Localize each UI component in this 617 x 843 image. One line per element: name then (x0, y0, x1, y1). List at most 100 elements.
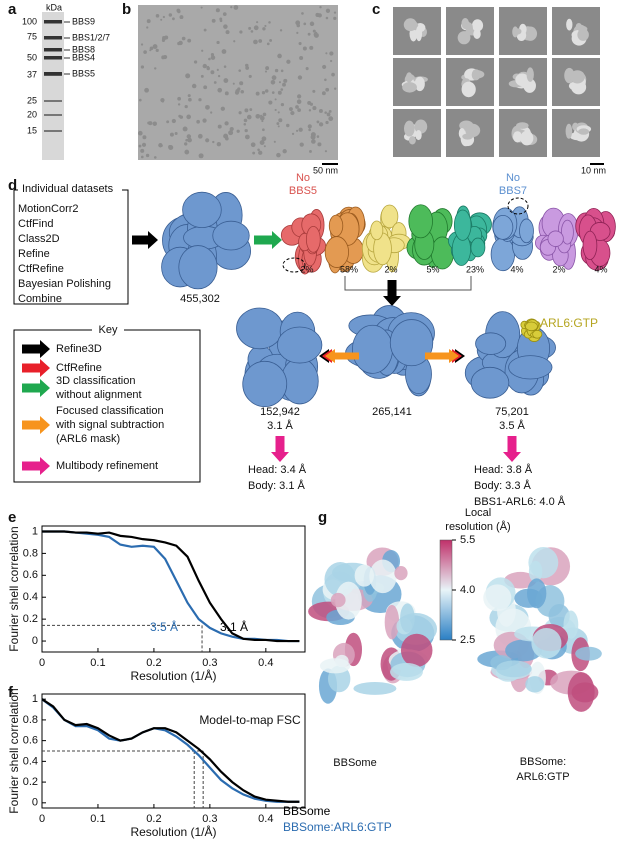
particle (171, 118, 176, 124)
particle (310, 132, 316, 138)
density-lobe (242, 360, 288, 408)
class-blob (461, 81, 476, 98)
density-lobe (370, 220, 384, 241)
particle (224, 91, 229, 96)
particle (271, 91, 275, 94)
density-map (490, 206, 534, 272)
panel-label: d (8, 177, 17, 194)
particle (333, 16, 337, 20)
local-res-lobe (369, 559, 397, 594)
particle (309, 102, 314, 106)
local-res-lobe (483, 584, 512, 612)
particle (244, 108, 249, 113)
arrow (22, 379, 50, 397)
particle (234, 90, 240, 95)
scale-bar-label: 10 nm (581, 165, 606, 175)
gel-band (44, 114, 62, 116)
particle (252, 151, 256, 155)
particle (324, 78, 327, 82)
particle (176, 8, 181, 13)
gel-band (44, 56, 62, 60)
particle (258, 39, 263, 43)
resolution: 3.1 Å (267, 419, 293, 432)
x-tick-label: 0.2 (146, 813, 161, 825)
particle (290, 110, 295, 116)
particle (325, 87, 330, 92)
particle (258, 150, 263, 155)
class-blob (414, 119, 428, 134)
particle (286, 59, 291, 64)
particle (138, 144, 142, 148)
particle (255, 113, 261, 119)
particle (206, 65, 210, 69)
particle (277, 53, 282, 59)
particle (236, 129, 240, 133)
particle (309, 150, 312, 153)
x-tick-label: 0.2 (146, 657, 161, 669)
arrow (22, 416, 50, 434)
particle (283, 78, 288, 83)
marker-label: 50 (27, 52, 37, 62)
particle (250, 142, 256, 148)
particle (286, 123, 290, 128)
particle (296, 99, 302, 104)
multibody-result-line: Body: 3.1 Å (248, 479, 306, 492)
particle (224, 121, 229, 126)
particle (168, 13, 173, 17)
density-lobe (178, 245, 218, 290)
scale-bar (322, 163, 338, 165)
class-blob (415, 25, 423, 42)
marker-label: 100 (22, 16, 37, 26)
density-map (161, 191, 252, 290)
particle (297, 94, 302, 99)
class-blob (415, 129, 422, 141)
particle (276, 152, 281, 158)
particle (216, 68, 219, 71)
particle (308, 128, 311, 132)
particle (230, 5, 233, 9)
density-lobe (277, 326, 323, 364)
particle (282, 149, 287, 154)
particle (237, 87, 241, 91)
local-res-lobe (525, 676, 545, 693)
particle (262, 128, 265, 132)
particle (221, 49, 227, 54)
particle (161, 55, 166, 60)
missing-subunit-line: No (506, 172, 520, 184)
particle (322, 64, 327, 69)
particle (223, 65, 227, 68)
particle (245, 66, 250, 70)
x-axis-label: Resolution (1/Å) (130, 668, 216, 683)
particle (317, 142, 322, 147)
key-entry-line: Focused classification (56, 405, 164, 417)
particle (309, 45, 314, 50)
density-lobe (389, 319, 434, 367)
particle (295, 20, 301, 26)
particle (198, 153, 204, 159)
density-map (535, 207, 579, 270)
series-label: 3.5 Å (150, 619, 178, 634)
particle (200, 74, 204, 78)
particle (297, 108, 301, 113)
density-map (236, 307, 323, 408)
particle (324, 111, 327, 114)
particle (324, 150, 328, 153)
particle (211, 18, 216, 23)
local-res-lobe (353, 682, 397, 695)
band-label: BBS8 (72, 44, 95, 54)
particle (205, 138, 210, 143)
particle (329, 59, 333, 63)
particle (268, 100, 273, 105)
particle (210, 53, 215, 57)
class-blob (465, 22, 473, 33)
particle (329, 51, 334, 56)
particle (201, 49, 204, 52)
class-blob (566, 18, 573, 31)
key-entry-line: Refine3D (56, 343, 102, 355)
density-lobe (519, 218, 534, 244)
particle (185, 138, 189, 142)
particle (143, 50, 147, 54)
class-blob (403, 18, 418, 32)
key-entry-line: Multibody refinement (56, 460, 158, 472)
scale-bar-label: 50 nm (313, 165, 338, 175)
